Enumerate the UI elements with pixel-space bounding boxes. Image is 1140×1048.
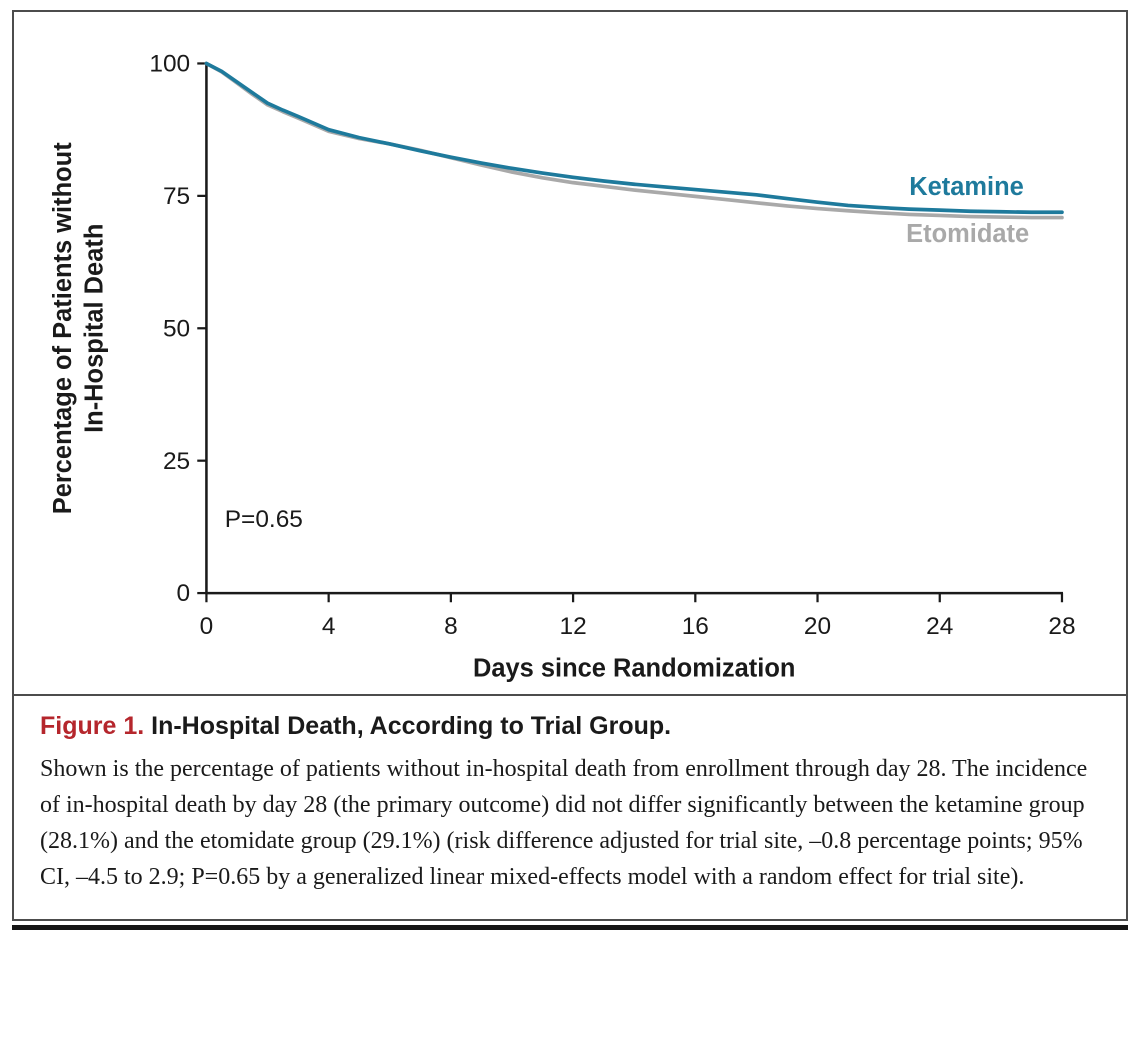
x-tick-label: 16 [682, 613, 709, 640]
x-tick-label: 4 [322, 613, 336, 640]
y-axis-title: Percentage of Patients without In-Hospita… [49, 142, 109, 514]
bottom-page-rule [12, 924, 1128, 930]
y-tick-label: 0 [177, 580, 191, 607]
y-tick-label: 50 [163, 315, 190, 342]
etomidate-label: Etomidate [906, 220, 1029, 248]
y-tick-label: 75 [163, 183, 190, 210]
ketamine-label: Ketamine [909, 173, 1024, 201]
figure-title: In-Hospital Death, According to Trial Gr… [151, 711, 672, 740]
chart-section: 0 4 8 12 16 20 24 28 0 25 50 75 100 Ketamine Etomidate… [14, 12, 1126, 694]
x-tick-label: 28 [1048, 613, 1075, 640]
x-tick-label: 8 [444, 613, 458, 640]
y-tick-label: 100 [149, 51, 190, 78]
x-tick-label: 12 [559, 613, 586, 640]
x-tick-label: 20 [804, 613, 831, 640]
figure-box: 0 4 8 12 16 20 24 28 0 25 50 75 100 Ketamine Etomidate… [12, 10, 1128, 921]
x-tick-label: 0 [200, 613, 214, 640]
ketamine-curve [204, 61, 1064, 215]
caption-section: Figure 1. In-Hospital Death, According t… [14, 693, 1126, 919]
y-tick-label: 25 [163, 448, 190, 475]
x-axis-title: Days since Randomization [473, 655, 796, 683]
x-tick-label: 24 [926, 613, 953, 640]
figure-label: Figure 1. [40, 711, 145, 740]
pvalue-annotation: P=0.65 [225, 506, 303, 533]
survival-chart: 0 4 8 12 16 20 24 28 0 25 50 75 100 Ketamine Etomidate… [49, 51, 1076, 683]
caption-heading: Figure 1. In-Hospital Death, According t… [40, 712, 1100, 741]
figure-caption-text: Shown is the percentage of patients with… [40, 755, 1088, 890]
